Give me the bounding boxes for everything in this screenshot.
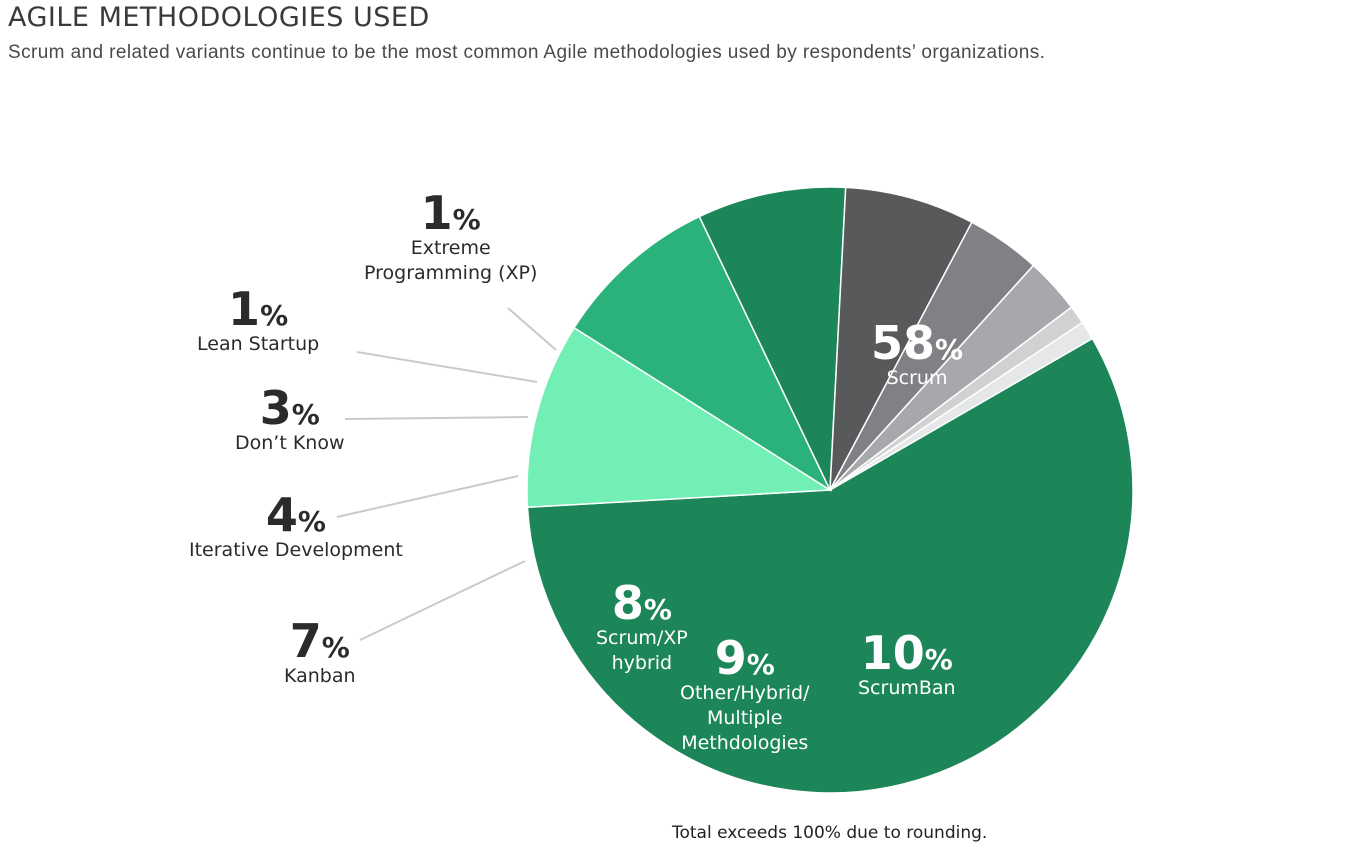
percent-sign: % [321,631,350,664]
slice-name-scrum: Scrum [886,367,948,389]
leader-line-iterative-development [336,475,519,518]
slice-name-kanban: Kanban [284,665,356,687]
slice-value-other-hybrid: 9 [714,631,747,685]
pie-slice-kanban [829,186,973,491]
percent-sign: % [746,648,775,681]
slice-name-dont-know: Don’t Know [235,432,345,454]
slice-label-scrum: 58% Scrum [871,320,963,391]
pie-slice-scrum [526,337,1134,794]
pie-slice-scrum-xp-hybrid [698,186,847,491]
slice-label-scrum-xp-hybrid: 8% Scrum/XP hybrid [596,580,688,676]
leader-line-kanban [359,560,526,641]
slice-label-kanban: 7% Kanban [284,618,356,689]
slice-name-lean-startup: Lean Startup [197,333,320,355]
slice-label-iterative-development: 4% Iterative Development [189,492,403,563]
slice-value-kanban: 7 [289,614,322,668]
slice-value-scrum-xp-hybrid: 8 [611,576,644,630]
percent-sign: % [291,398,320,431]
slice-value-scrumban: 10 [860,626,925,680]
pie-slice-other-hybrid [573,215,832,493]
slice-value-dont-know: 3 [259,381,292,435]
slice-label-scrumban: 10% ScrumBan [858,630,956,701]
pie-slice-extreme-programming [829,321,1094,491]
slice-value-lean-startup: 1 [228,282,261,336]
slice-value-scrum: 58 [871,316,936,370]
chart-title: AGILE METHODOLOGIES USED [8,2,430,33]
percent-sign: % [924,643,953,676]
slice-label-other-hybrid: 9% Other/Hybrid/Multiple Methdologies [680,635,810,756]
slice-value-extreme-programming: 1 [420,186,453,240]
leader-line-dont-know [344,416,529,420]
slice-label-extreme-programming: 1% Extreme Programming (XP) [364,190,537,286]
leader-line-extreme-programming [507,307,557,351]
leader-line-lean-startup [356,351,538,383]
pie-slice-scrumban [526,326,833,509]
percent-sign: % [935,333,964,366]
slice-name-iterative-development: Iterative Development [189,539,403,561]
slice-label-dont-know: 3% Don’t Know [235,385,345,456]
footnote: Total exceeds 100% due to rounding. [672,823,988,843]
slice-value-iterative-development: 4 [265,488,298,542]
slice-label-lean-startup: 1% Lean Startup [197,286,319,357]
slice-name-extreme-programming: Extreme Programming (XP) [364,237,538,284]
chart-subtitle: Scrum and related variants continue to b… [8,42,1046,63]
percent-sign: % [452,203,481,236]
slice-name-scrumban: ScrumBan [858,677,956,699]
percent-sign: % [260,299,289,332]
percent-sign: % [643,593,672,626]
percent-sign: % [297,505,326,538]
slice-name-other-hybrid: Other/Hybrid/Multiple Methdologies [680,682,810,754]
slice-name-scrum-xp-hybrid: Scrum/XP hybrid [596,627,688,674]
